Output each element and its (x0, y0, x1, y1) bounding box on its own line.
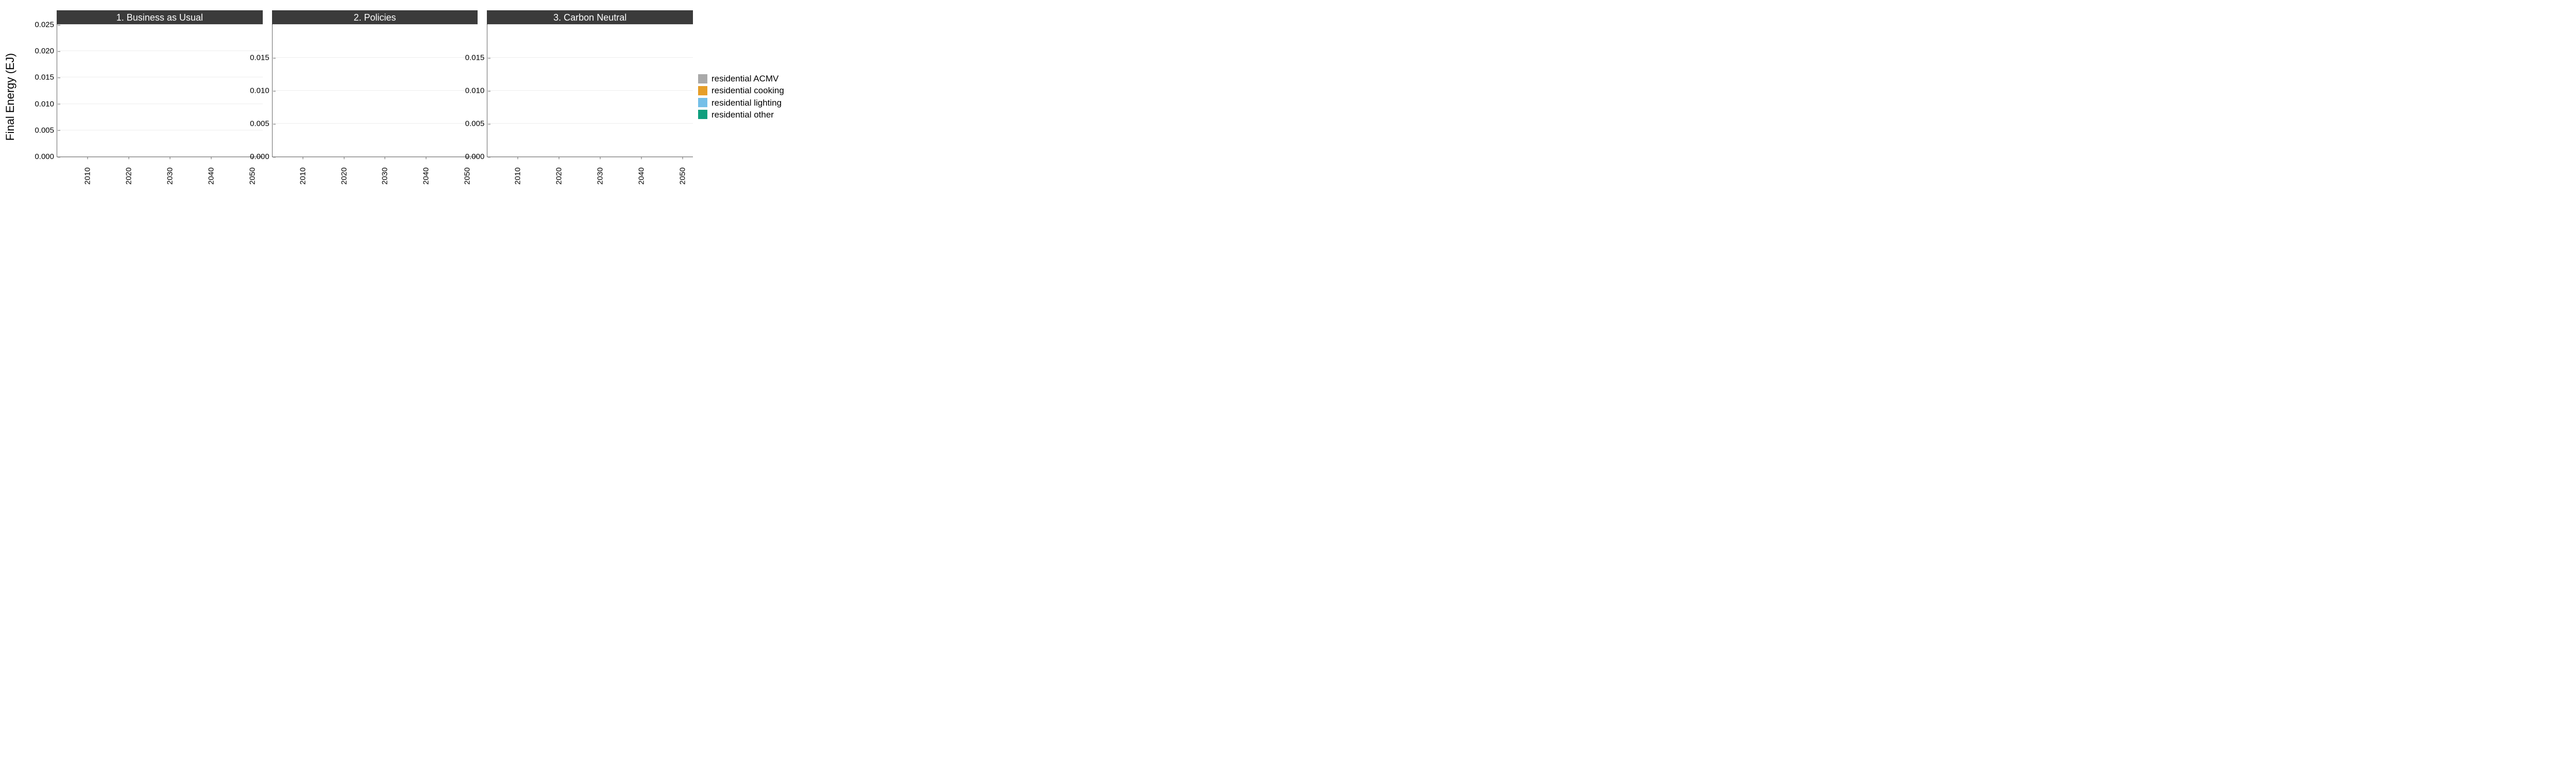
panel: 1. Business as Usual0.0000.0050.0100.015… (57, 10, 263, 188)
panels: 1. Business as Usual0.0000.0050.0100.015… (57, 10, 693, 188)
x-tick-label: 2030 (596, 167, 605, 184)
panel: 3. Carbon Neutral0.0000.0050.0100.015201… (487, 10, 693, 188)
y-axis-text: Final Energy (EJ) (4, 53, 17, 141)
x-tick-label: 2010 (514, 167, 522, 184)
bars (487, 25, 693, 157)
legend-swatch (698, 110, 707, 119)
y-tick-label: 0.000 (24, 153, 57, 161)
plot-area: 0.0000.0050.0100.0150.0200.025 (57, 25, 263, 157)
x-tick-mark (426, 157, 427, 159)
legend-swatch (698, 86, 707, 95)
x-ticks: 2010 2020 2030 2040 2050 (57, 157, 263, 188)
y-axis-label: Final Energy (EJ) (4, 0, 16, 193)
y-tick-label: 0.015 (454, 54, 487, 62)
y-ticks: 0.0000.0050.0100.015 (454, 25, 487, 157)
x-tick-label: 2010 (298, 167, 307, 184)
panel-title: 2. Policies (272, 10, 478, 25)
panel-title: 3. Carbon Neutral (487, 10, 693, 25)
legend-label: residential other (711, 109, 774, 120)
figure: Final Energy (EJ) 1. Business as Usual0.… (0, 0, 811, 193)
y-tick-label: 0.010 (24, 99, 57, 108)
x-ticks: 2010 2020 2030 2040 2050 (487, 157, 693, 188)
y-tick-label: 0.000 (239, 153, 273, 161)
x-tick-mark (641, 157, 642, 159)
x-tick-mark (600, 157, 601, 159)
legend-item: residential ACMV (698, 73, 806, 84)
y-tick-label: 0.010 (239, 87, 273, 95)
x-tick-mark (128, 157, 129, 159)
legend-label: residential cooking (711, 85, 784, 96)
y-tick-label: 0.000 (454, 153, 487, 161)
y-tick-label: 0.010 (454, 87, 487, 95)
x-tick-label: 2030 (381, 167, 389, 184)
legend: residential ACMVresidential cookingresid… (698, 0, 806, 193)
x-tick-label: 2010 (83, 167, 92, 184)
x-tick-label: 2050 (679, 167, 687, 184)
x-tick-label: 2020 (555, 167, 564, 184)
x-tick-mark (559, 157, 560, 159)
y-tick-label: 0.015 (239, 54, 273, 62)
y-tick-label: 0.020 (24, 47, 57, 56)
x-tick-mark (302, 157, 303, 159)
x-tick-label: 2040 (207, 167, 215, 184)
legend-item: residential lighting (698, 97, 806, 108)
legend-swatch (698, 98, 707, 107)
plot-area: 0.0000.0050.0100.015 (272, 25, 478, 157)
bars (273, 25, 478, 157)
y-ticks: 0.0000.0050.0100.0150.0200.025 (24, 25, 57, 157)
y-tick-label: 0.025 (24, 21, 57, 29)
y-tick-label: 0.005 (454, 120, 487, 128)
x-tick-label: 2030 (165, 167, 174, 184)
legend-item: residential cooking (698, 85, 806, 96)
x-tick-label: 2050 (463, 167, 472, 184)
legend-label: residential lighting (711, 97, 782, 108)
y-tick-label: 0.005 (24, 126, 57, 135)
panel-title: 1. Business as Usual (57, 10, 263, 25)
panel: 2. Policies0.0000.0050.0100.015201020202… (272, 10, 478, 188)
legend-item: residential other (698, 109, 806, 120)
x-tick-label: 2050 (248, 167, 257, 184)
legend-label: residential ACMV (711, 73, 778, 84)
bars (57, 25, 263, 157)
x-ticks: 2010 2020 2030 2040 2050 (272, 157, 478, 188)
plot-area: 0.0000.0050.0100.015 (487, 25, 693, 157)
x-tick-label: 2020 (340, 167, 348, 184)
x-tick-label: 2020 (124, 167, 133, 184)
y-tick-label: 0.005 (239, 120, 273, 128)
x-tick-label: 2040 (422, 167, 431, 184)
x-tick-label: 2040 (637, 167, 646, 184)
y-tick-label: 0.015 (24, 73, 57, 82)
legend-swatch (698, 74, 707, 83)
x-tick-mark (87, 157, 88, 159)
y-ticks: 0.0000.0050.0100.015 (239, 25, 273, 157)
